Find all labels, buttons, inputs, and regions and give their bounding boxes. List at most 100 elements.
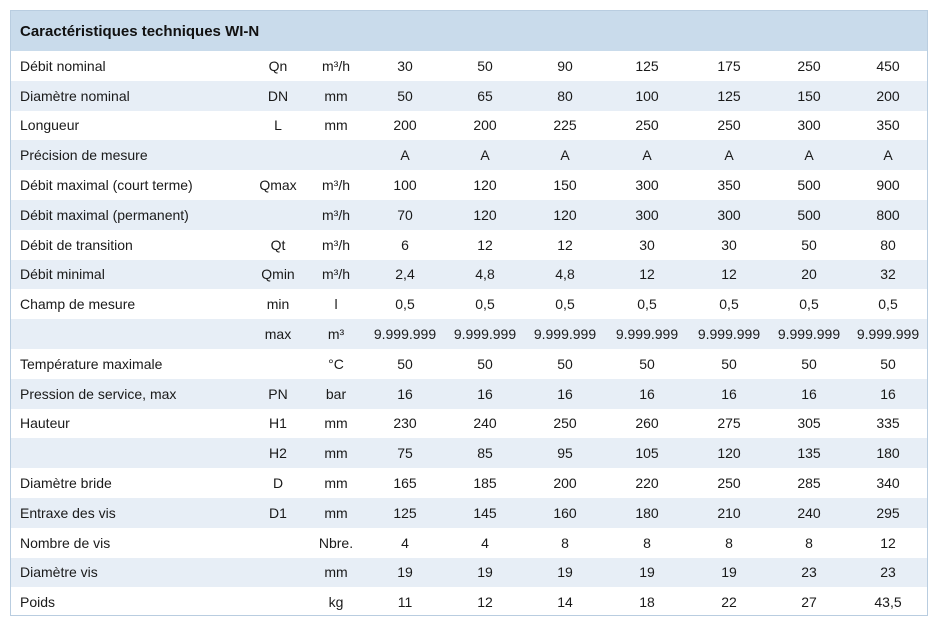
row-label: Pression de service, max [11,378,249,409]
row-label: Débit nominal [11,51,249,81]
row-unit: Nbre. [307,527,365,558]
row-symbol [249,348,307,379]
row-value: 250 [769,51,849,81]
spec-table: Débit nominal Qn m³/h 30 50 90 125 175 250 450 Dia… [11,51,927,615]
row-value: 19 [605,557,689,588]
row-value: 85 [445,438,525,469]
row-value: 200 [849,80,927,111]
row-label [11,319,249,349]
table-row: Entraxe des vis D1 mm 125 145 160 180 210 240 295 [11,497,927,528]
row-value: 4,8 [525,259,605,290]
row-value: 19 [525,557,605,588]
row-value: A [525,140,605,171]
row-label: Débit de transition [11,229,249,260]
row-value: 0,5 [689,289,769,320]
row-label: Précision de mesure [11,140,249,171]
row-value: 0,5 [769,289,849,320]
row-value: 12 [525,229,605,260]
row-value: 2,4 [365,259,445,290]
row-value: 23 [769,557,849,588]
table-row: Débit maximal (court terme) Qmax m³/h 100 12… [11,170,927,200]
row-symbol [249,199,307,230]
row-label: Hauteur [11,408,249,439]
row-value: A [769,140,849,171]
row-value: 9.999.999 [769,319,849,349]
row-label: Diamètre vis [11,557,249,588]
row-label: Température maximale [11,348,249,379]
row-value: 18 [605,587,689,615]
table-row: Température maximale °C 50 50 50 50 50 50 50 [11,348,927,379]
table-row: H2 mm 75 85 95 105 120 135 180 [11,438,927,469]
row-value: 65 [445,80,525,111]
row-value: 4,8 [445,259,525,290]
row-label: Champ de mesure [11,289,249,320]
row-value: 30 [605,229,689,260]
row-value: 300 [605,170,689,200]
row-value: 800 [849,199,927,230]
row-value: 100 [605,80,689,111]
row-value: 12 [689,259,769,290]
row-value: 32 [849,259,927,290]
row-value: 120 [689,438,769,469]
row-value: 165 [365,468,445,498]
row-value: 180 [605,497,689,528]
row-unit: m³ [307,319,365,349]
row-value: 6 [365,229,445,260]
row-symbol: PN [249,378,307,409]
row-value: 335 [849,408,927,439]
table-row: Nombre de vis Nbre. 4 4 8 8 8 8 12 [11,527,927,558]
row-unit: mm [307,408,365,439]
row-value: A [445,140,525,171]
row-value: 210 [689,497,769,528]
row-value: 80 [849,229,927,260]
row-unit: mm [307,468,365,498]
table-title: Caractéristiques techniques WI-N [11,11,927,51]
row-value: 19 [365,557,445,588]
row-value: 4 [365,527,445,558]
row-value: 135 [769,438,849,469]
row-value: 11 [365,587,445,615]
row-value: 30 [365,51,445,81]
row-value: 16 [769,378,849,409]
row-value: 14 [525,587,605,615]
table-row: Hauteur H1 mm 230 240 250 260 275 305 335 [11,408,927,439]
row-symbol: min [249,289,307,320]
spec-table-body: Débit nominal Qn m³/h 30 50 90 125 175 250 450 Dia… [11,51,927,615]
row-value: 9.999.999 [365,319,445,349]
row-label: Entraxe des vis [11,497,249,528]
row-value: 175 [689,51,769,81]
row-unit: m³/h [307,51,365,81]
table-row: Diamètre vis mm 19 19 19 19 19 23 23 [11,557,927,588]
row-value: 50 [365,348,445,379]
row-value: 9.999.999 [689,319,769,349]
row-unit: mm [307,557,365,588]
row-unit: m³/h [307,170,365,200]
row-unit: mm [307,80,365,111]
spec-table-panel: Caractéristiques techniques WI-N Débit n… [10,10,928,616]
row-value: 250 [689,468,769,498]
row-symbol: Qt [249,229,307,260]
row-value: 260 [605,408,689,439]
row-unit: kg [307,587,365,615]
row-value: 50 [525,348,605,379]
row-value: 180 [849,438,927,469]
row-value: 100 [365,170,445,200]
row-value: 160 [525,497,605,528]
row-value: 0,5 [365,289,445,320]
table-row: Débit nominal Qn m³/h 30 50 90 125 175 250 450 [11,51,927,81]
row-value: 150 [769,80,849,111]
row-value: 225 [525,110,605,141]
table-row: Champ de mesure min l 0,5 0,5 0,5 0,5 0,5 0,5 0,5 [11,289,927,320]
row-value: 0,5 [445,289,525,320]
row-label [11,438,249,469]
row-label: Débit maximal (court terme) [11,170,249,200]
row-value: 340 [849,468,927,498]
table-row: Pression de service, max PN bar 16 16 16 16 16 1… [11,378,927,409]
row-value: 12 [445,229,525,260]
row-value: 200 [525,468,605,498]
row-value: 300 [605,199,689,230]
row-value: 9.999.999 [525,319,605,349]
row-value: A [605,140,689,171]
row-unit: m³/h [307,199,365,230]
